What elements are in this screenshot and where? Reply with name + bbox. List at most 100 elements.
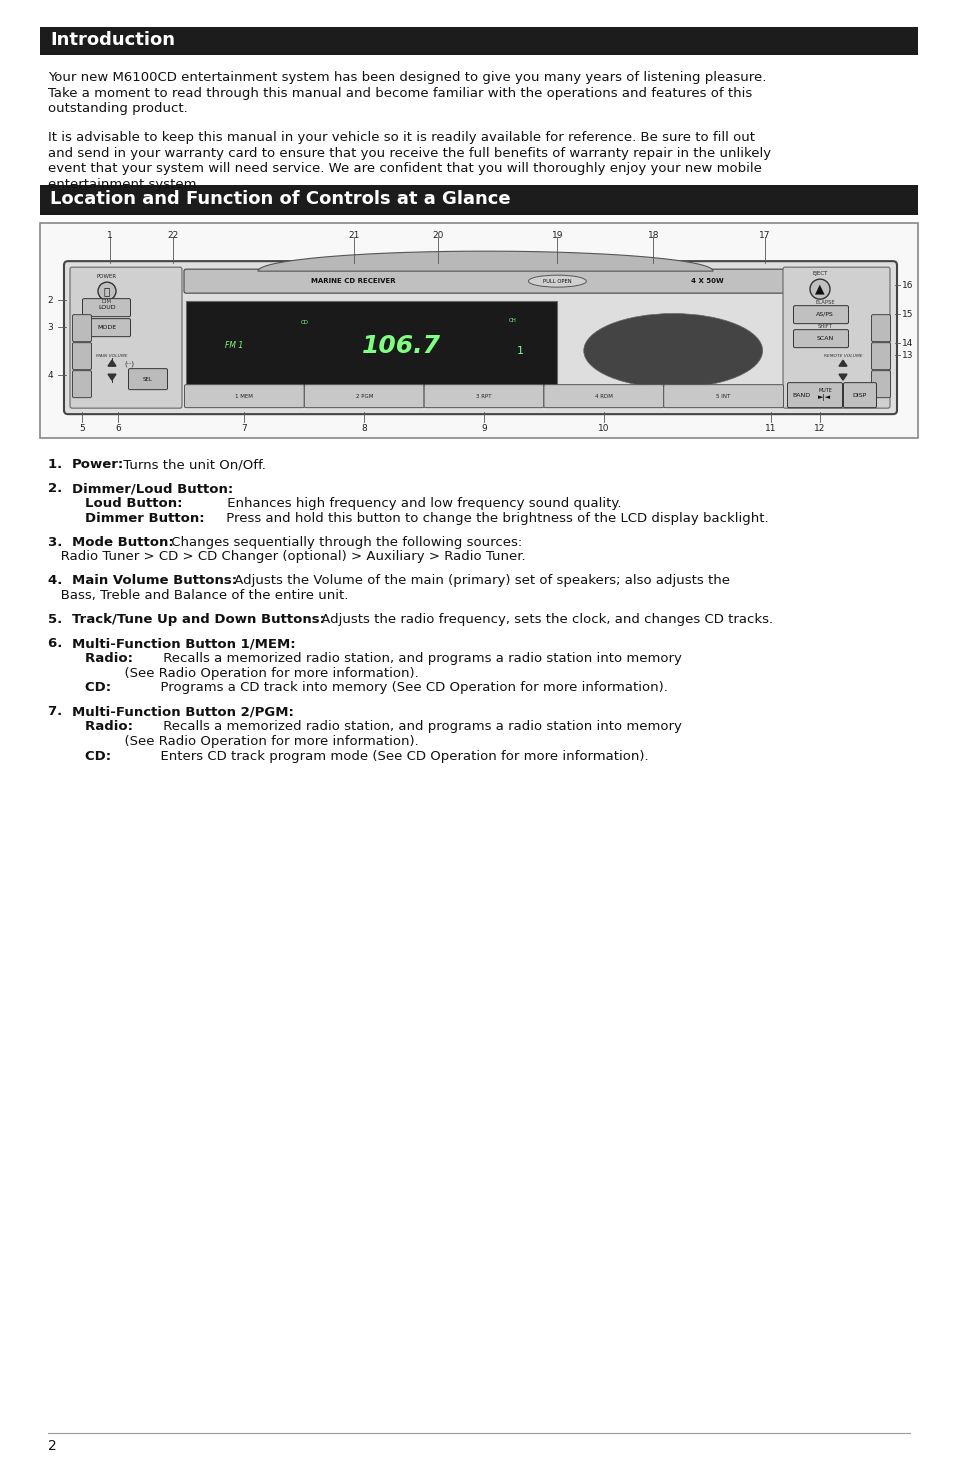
Text: SCAN: SCAN xyxy=(816,336,833,341)
FancyBboxPatch shape xyxy=(782,267,889,409)
Text: (See Radio Operation for more information).: (See Radio Operation for more informatio… xyxy=(48,735,418,748)
Text: 5: 5 xyxy=(79,423,85,432)
Text: Multi-Function Button 2/PGM:: Multi-Function Button 2/PGM: xyxy=(71,705,294,718)
Text: REMOTE VOLUME: REMOTE VOLUME xyxy=(822,354,862,358)
Text: 20: 20 xyxy=(432,232,443,240)
Text: 5.: 5. xyxy=(48,614,67,627)
Text: CD: CD xyxy=(300,320,309,326)
Text: It is advisable to keep this manual in your vehicle so it is readily available f: It is advisable to keep this manual in y… xyxy=(48,131,754,145)
Text: CD:: CD: xyxy=(48,749,111,763)
Text: 3 RPT: 3 RPT xyxy=(476,394,491,398)
Text: DIM: DIM xyxy=(102,299,112,304)
Bar xyxy=(186,301,557,400)
Text: Power:: Power: xyxy=(71,459,124,471)
Text: 16: 16 xyxy=(902,280,913,289)
Text: 4.: 4. xyxy=(48,574,67,587)
Text: 11: 11 xyxy=(764,423,776,432)
Text: Track/Tune Up and Down Buttons:: Track/Tune Up and Down Buttons: xyxy=(71,614,324,627)
Text: Radio:: Radio: xyxy=(48,652,132,665)
Text: Loud Button:: Loud Button: xyxy=(48,497,182,510)
FancyBboxPatch shape xyxy=(82,319,131,336)
Text: Radio:: Radio: xyxy=(48,720,132,733)
Circle shape xyxy=(98,282,116,299)
Text: 4: 4 xyxy=(47,370,52,379)
Ellipse shape xyxy=(583,314,761,388)
Text: and send in your warranty card to ensure that you receive the full benefits of w: and send in your warranty card to ensure… xyxy=(48,148,770,159)
FancyBboxPatch shape xyxy=(72,370,91,398)
Text: Dimmer/Loud Button:: Dimmer/Loud Button: xyxy=(71,482,233,496)
Text: MODE: MODE xyxy=(97,324,116,329)
Bar xyxy=(40,27,917,55)
Text: Your new M6100CD entertainment system has been designed to give you many years o: Your new M6100CD entertainment system ha… xyxy=(48,71,765,84)
Text: entertainment system.: entertainment system. xyxy=(48,178,200,190)
FancyBboxPatch shape xyxy=(871,342,889,370)
Text: ⏻: ⏻ xyxy=(104,286,110,296)
FancyBboxPatch shape xyxy=(82,298,131,317)
Text: DISP: DISP xyxy=(852,392,866,398)
Text: Introduction: Introduction xyxy=(50,31,174,49)
Text: 9: 9 xyxy=(480,423,486,432)
Text: ▲: ▲ xyxy=(814,283,824,295)
Text: event that your system will need service. We are confident that you will thoroug: event that your system will need service… xyxy=(48,162,761,176)
Text: Mode Button:: Mode Button: xyxy=(71,535,173,549)
Text: 2 PGM: 2 PGM xyxy=(355,394,373,398)
Text: Take a moment to read through this manual and become familiar with the operation: Take a moment to read through this manua… xyxy=(48,87,752,99)
Text: Recalls a memorized radio station, and programs a radio station into memory: Recalls a memorized radio station, and p… xyxy=(158,720,681,733)
FancyBboxPatch shape xyxy=(871,370,889,398)
Text: 106.7: 106.7 xyxy=(361,333,440,358)
Text: outstanding product.: outstanding product. xyxy=(48,102,188,115)
Text: 10: 10 xyxy=(598,423,609,432)
Text: Location and Function of Controls at a Glance: Location and Function of Controls at a G… xyxy=(50,190,510,208)
FancyBboxPatch shape xyxy=(424,385,543,407)
Polygon shape xyxy=(257,251,713,271)
Text: BAND: BAND xyxy=(791,392,809,398)
FancyBboxPatch shape xyxy=(184,385,304,407)
Text: MAIN VOLUME: MAIN VOLUME xyxy=(96,354,128,358)
Text: Enhances high frequency and low frequency sound quality.: Enhances high frequency and low frequenc… xyxy=(206,497,621,510)
Text: CH: CH xyxy=(508,319,517,323)
Text: 2: 2 xyxy=(47,295,52,305)
Text: 7: 7 xyxy=(241,423,247,432)
Text: 3.: 3. xyxy=(48,535,67,549)
FancyBboxPatch shape xyxy=(72,314,91,342)
Polygon shape xyxy=(108,360,116,366)
Text: Turns the unit On/Off.: Turns the unit On/Off. xyxy=(119,459,266,471)
Text: SHIFT: SHIFT xyxy=(817,324,832,329)
Text: MUTE: MUTE xyxy=(818,388,831,392)
FancyBboxPatch shape xyxy=(786,382,841,407)
FancyBboxPatch shape xyxy=(663,385,782,407)
Text: MARINE CD RECEIVER: MARINE CD RECEIVER xyxy=(311,279,395,285)
Text: (··): (··) xyxy=(124,361,133,367)
Text: 21: 21 xyxy=(348,232,359,240)
Text: Changes sequentially through the following sources:: Changes sequentially through the followi… xyxy=(167,535,521,549)
Text: 19: 19 xyxy=(551,232,562,240)
Polygon shape xyxy=(838,360,846,366)
Text: ELAPSE: ELAPSE xyxy=(814,299,834,305)
FancyBboxPatch shape xyxy=(842,382,876,407)
Text: Multi-Function Button 1/MEM:: Multi-Function Button 1/MEM: xyxy=(71,637,295,650)
Text: FM 1: FM 1 xyxy=(225,341,243,350)
FancyBboxPatch shape xyxy=(184,268,786,294)
Polygon shape xyxy=(838,375,846,381)
Text: Adjusts the Volume of the main (primary) set of speakers; also adjusts the: Adjusts the Volume of the main (primary)… xyxy=(230,574,729,587)
Text: 1: 1 xyxy=(517,345,523,355)
FancyBboxPatch shape xyxy=(793,329,847,348)
Text: 6.: 6. xyxy=(48,637,67,650)
Text: 5 INT: 5 INT xyxy=(716,394,730,398)
Text: POWER: POWER xyxy=(97,274,117,279)
Bar xyxy=(40,186,917,215)
Text: ►|◄: ►|◄ xyxy=(818,394,831,401)
Text: 22: 22 xyxy=(167,232,178,240)
Ellipse shape xyxy=(528,276,586,288)
FancyBboxPatch shape xyxy=(64,261,896,414)
Text: Radio Tuner > CD > CD Changer (optional) > Auxiliary > Radio Tuner.: Radio Tuner > CD > CD Changer (optional)… xyxy=(48,550,525,563)
Text: 17: 17 xyxy=(759,232,770,240)
Text: 18: 18 xyxy=(647,232,659,240)
FancyBboxPatch shape xyxy=(304,385,424,407)
Text: EJECT: EJECT xyxy=(811,271,827,276)
Text: 1: 1 xyxy=(107,232,112,240)
Text: PULL OPEN: PULL OPEN xyxy=(542,279,571,283)
Text: 2: 2 xyxy=(48,1440,56,1453)
FancyBboxPatch shape xyxy=(129,369,168,389)
Text: Press and hold this button to change the brightness of the LCD display backlight: Press and hold this button to change the… xyxy=(222,512,768,525)
